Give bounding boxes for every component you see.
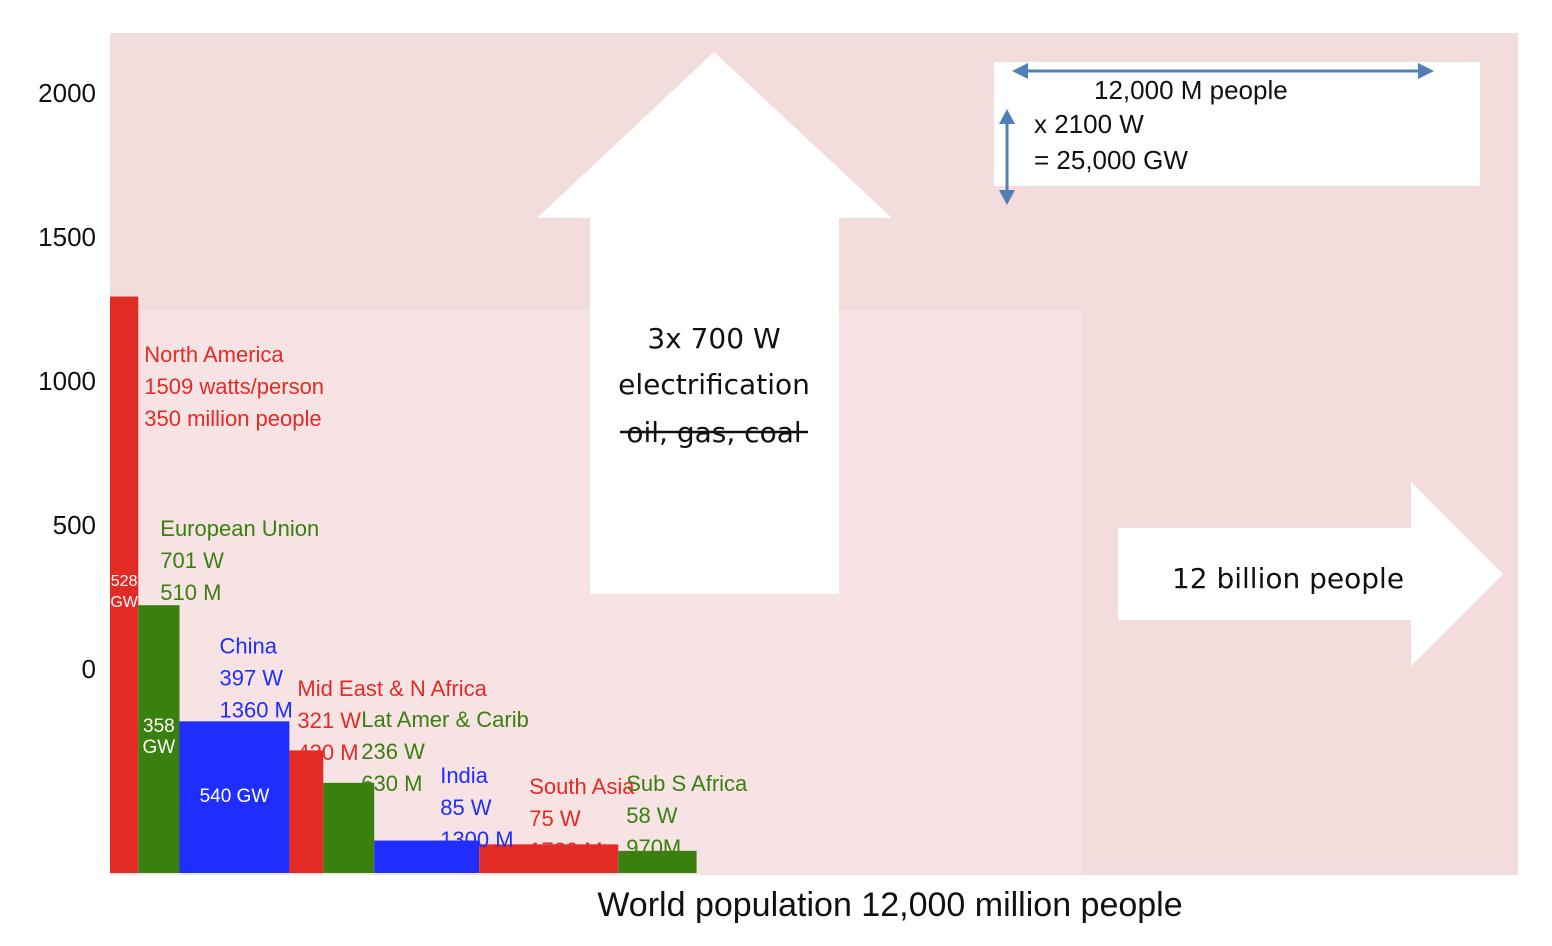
bar-5 bbox=[374, 840, 480, 873]
arrow-head-right bbox=[1418, 63, 1434, 79]
info-box: 12,000 M people x 2100 W = 25,000 GW bbox=[994, 62, 1480, 205]
bar-label-people: 510 M bbox=[160, 580, 221, 605]
bar-6 bbox=[479, 844, 619, 873]
bar-gw-label: GW bbox=[143, 737, 176, 758]
bar-0 bbox=[110, 296, 139, 873]
bar-gw-label: 358 bbox=[143, 716, 175, 737]
bar-label-people: 1300 M bbox=[440, 827, 513, 852]
bar-label-people: 350 million people bbox=[144, 406, 321, 431]
arrow-head-up bbox=[999, 109, 1015, 124]
bar-label-people: 630 M bbox=[361, 771, 422, 796]
bar-label-name: Mid East & N Africa bbox=[297, 676, 487, 701]
info-box-line2: x 2100 W bbox=[1034, 109, 1144, 139]
bar-label-name: India bbox=[440, 763, 488, 788]
bar-label-people: 1720 M bbox=[529, 838, 602, 863]
bar-label-name: North America bbox=[144, 342, 284, 367]
y-tick-label: 500 bbox=[53, 510, 96, 540]
bar-label-people: 420 M bbox=[297, 740, 358, 765]
bar-3 bbox=[289, 750, 324, 873]
x-axis-label: World population 12,000 million people bbox=[597, 886, 1182, 924]
bar-label-name: Lat Amer & Carib bbox=[361, 707, 529, 732]
bar-label-watts: 75 W bbox=[529, 806, 581, 831]
bar-label-name: European Union bbox=[160, 516, 319, 541]
arrow-head-down bbox=[999, 190, 1015, 205]
y-tick-label: 1500 bbox=[38, 222, 96, 252]
right-arrow-text: 12 billion people bbox=[1172, 562, 1404, 595]
bar-label-watts: 236 W bbox=[361, 739, 425, 764]
bar-4 bbox=[323, 782, 375, 873]
bar-gw-label: GW bbox=[110, 594, 138, 611]
y-tick-label: 2000 bbox=[38, 78, 96, 108]
bar-label-watts: 85 W bbox=[440, 795, 492, 820]
up-arrow-line2: electrification bbox=[618, 368, 810, 401]
info-box-line3: = 25,000 GW bbox=[1034, 145, 1188, 175]
bar-label-people: 1360 M bbox=[219, 697, 292, 722]
y-axis: 2000 1500 1000 500 0 bbox=[38, 78, 96, 684]
y-tick-label: 0 bbox=[82, 654, 96, 684]
bar-label-watts: 1509 watts/person bbox=[144, 374, 324, 399]
bar-label-name: China bbox=[219, 633, 277, 658]
bar-label-watts: 321 W bbox=[297, 708, 361, 733]
bar-label-watts: 397 W bbox=[219, 665, 283, 690]
info-box-line1: 12,000 M people bbox=[1094, 75, 1288, 105]
right-arrow-shape bbox=[1118, 482, 1503, 666]
info-box-background bbox=[994, 62, 1480, 186]
bar-label-people: 970M bbox=[626, 835, 681, 860]
bar-labels-group: North America 1509 watts/person 350 millio… bbox=[110, 342, 748, 863]
bar-2 bbox=[179, 721, 290, 873]
bar-1 bbox=[138, 605, 180, 873]
bar-label-name: South Asia bbox=[529, 774, 635, 799]
bar-label-watts: 701 W bbox=[160, 548, 224, 573]
bar-gw-label: 528 bbox=[111, 573, 138, 590]
up-arrow: 3x 700 W electrification oil, gas, coal bbox=[537, 52, 892, 594]
up-arrow-line1: 3x 700 W bbox=[647, 322, 780, 355]
bars-group bbox=[110, 296, 697, 873]
up-arrow-shape bbox=[537, 52, 892, 594]
right-arrow: 12 billion people bbox=[1118, 482, 1503, 666]
arrow-head-left bbox=[1012, 63, 1028, 79]
bar-gw-label: 540 GW bbox=[200, 786, 270, 807]
y-tick-label: 1000 bbox=[38, 366, 96, 396]
bar-7 bbox=[618, 850, 697, 873]
bar-label-name: Sub S Africa bbox=[626, 771, 748, 796]
bar-label-watts: 58 W bbox=[626, 803, 678, 828]
